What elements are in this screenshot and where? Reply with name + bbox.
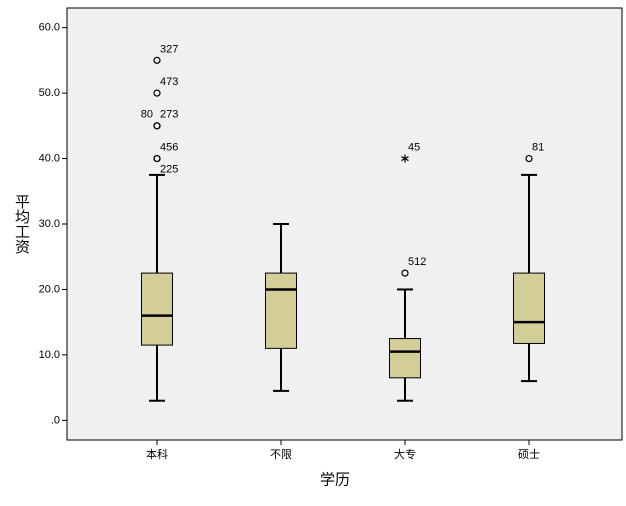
- y-tick-label: 30.0: [39, 218, 60, 230]
- y-tick-label: 20.0: [39, 283, 60, 295]
- x-tick-label: 不限: [270, 448, 292, 461]
- outlier-label: 273: [160, 109, 178, 121]
- x-tick-label: 硕士: [518, 448, 540, 461]
- outlier-label: 473: [160, 76, 178, 88]
- outlier-label: 327: [160, 43, 178, 55]
- outlier-marker: [525, 154, 533, 163]
- plot-area: [66, 7, 623, 441]
- outlier-marker: [153, 56, 161, 64]
- box: [389, 338, 421, 379]
- outlier-label: 456: [160, 141, 178, 153]
- box: [513, 272, 545, 344]
- outlier-label: 512: [408, 256, 426, 268]
- outlier-marker: [153, 122, 161, 130]
- outlier-marker: [401, 269, 409, 277]
- outlier-label: 45: [408, 141, 420, 153]
- outlier-label: 81: [532, 141, 544, 153]
- y-tick-label: 10.0: [39, 349, 60, 361]
- y-tick-label: 60.0: [39, 22, 60, 34]
- y-tick-label: 50.0: [39, 87, 60, 99]
- outlier-marker: [153, 154, 161, 163]
- x-axis-label: 学历: [320, 471, 350, 489]
- outlier-label: 80: [141, 109, 153, 121]
- x-tick-label: 大专: [394, 447, 416, 461]
- outlier-label: 225: [160, 163, 178, 175]
- y-tick-label: .0: [51, 414, 60, 426]
- box: [141, 272, 173, 346]
- extreme-marker: [401, 154, 409, 163]
- y-axis-label: 平均工资: [13, 194, 31, 254]
- box: [265, 272, 297, 349]
- x-tick-label: 本科: [146, 447, 168, 461]
- outlier-marker: [153, 89, 161, 97]
- y-tick-label: 40.0: [39, 152, 60, 164]
